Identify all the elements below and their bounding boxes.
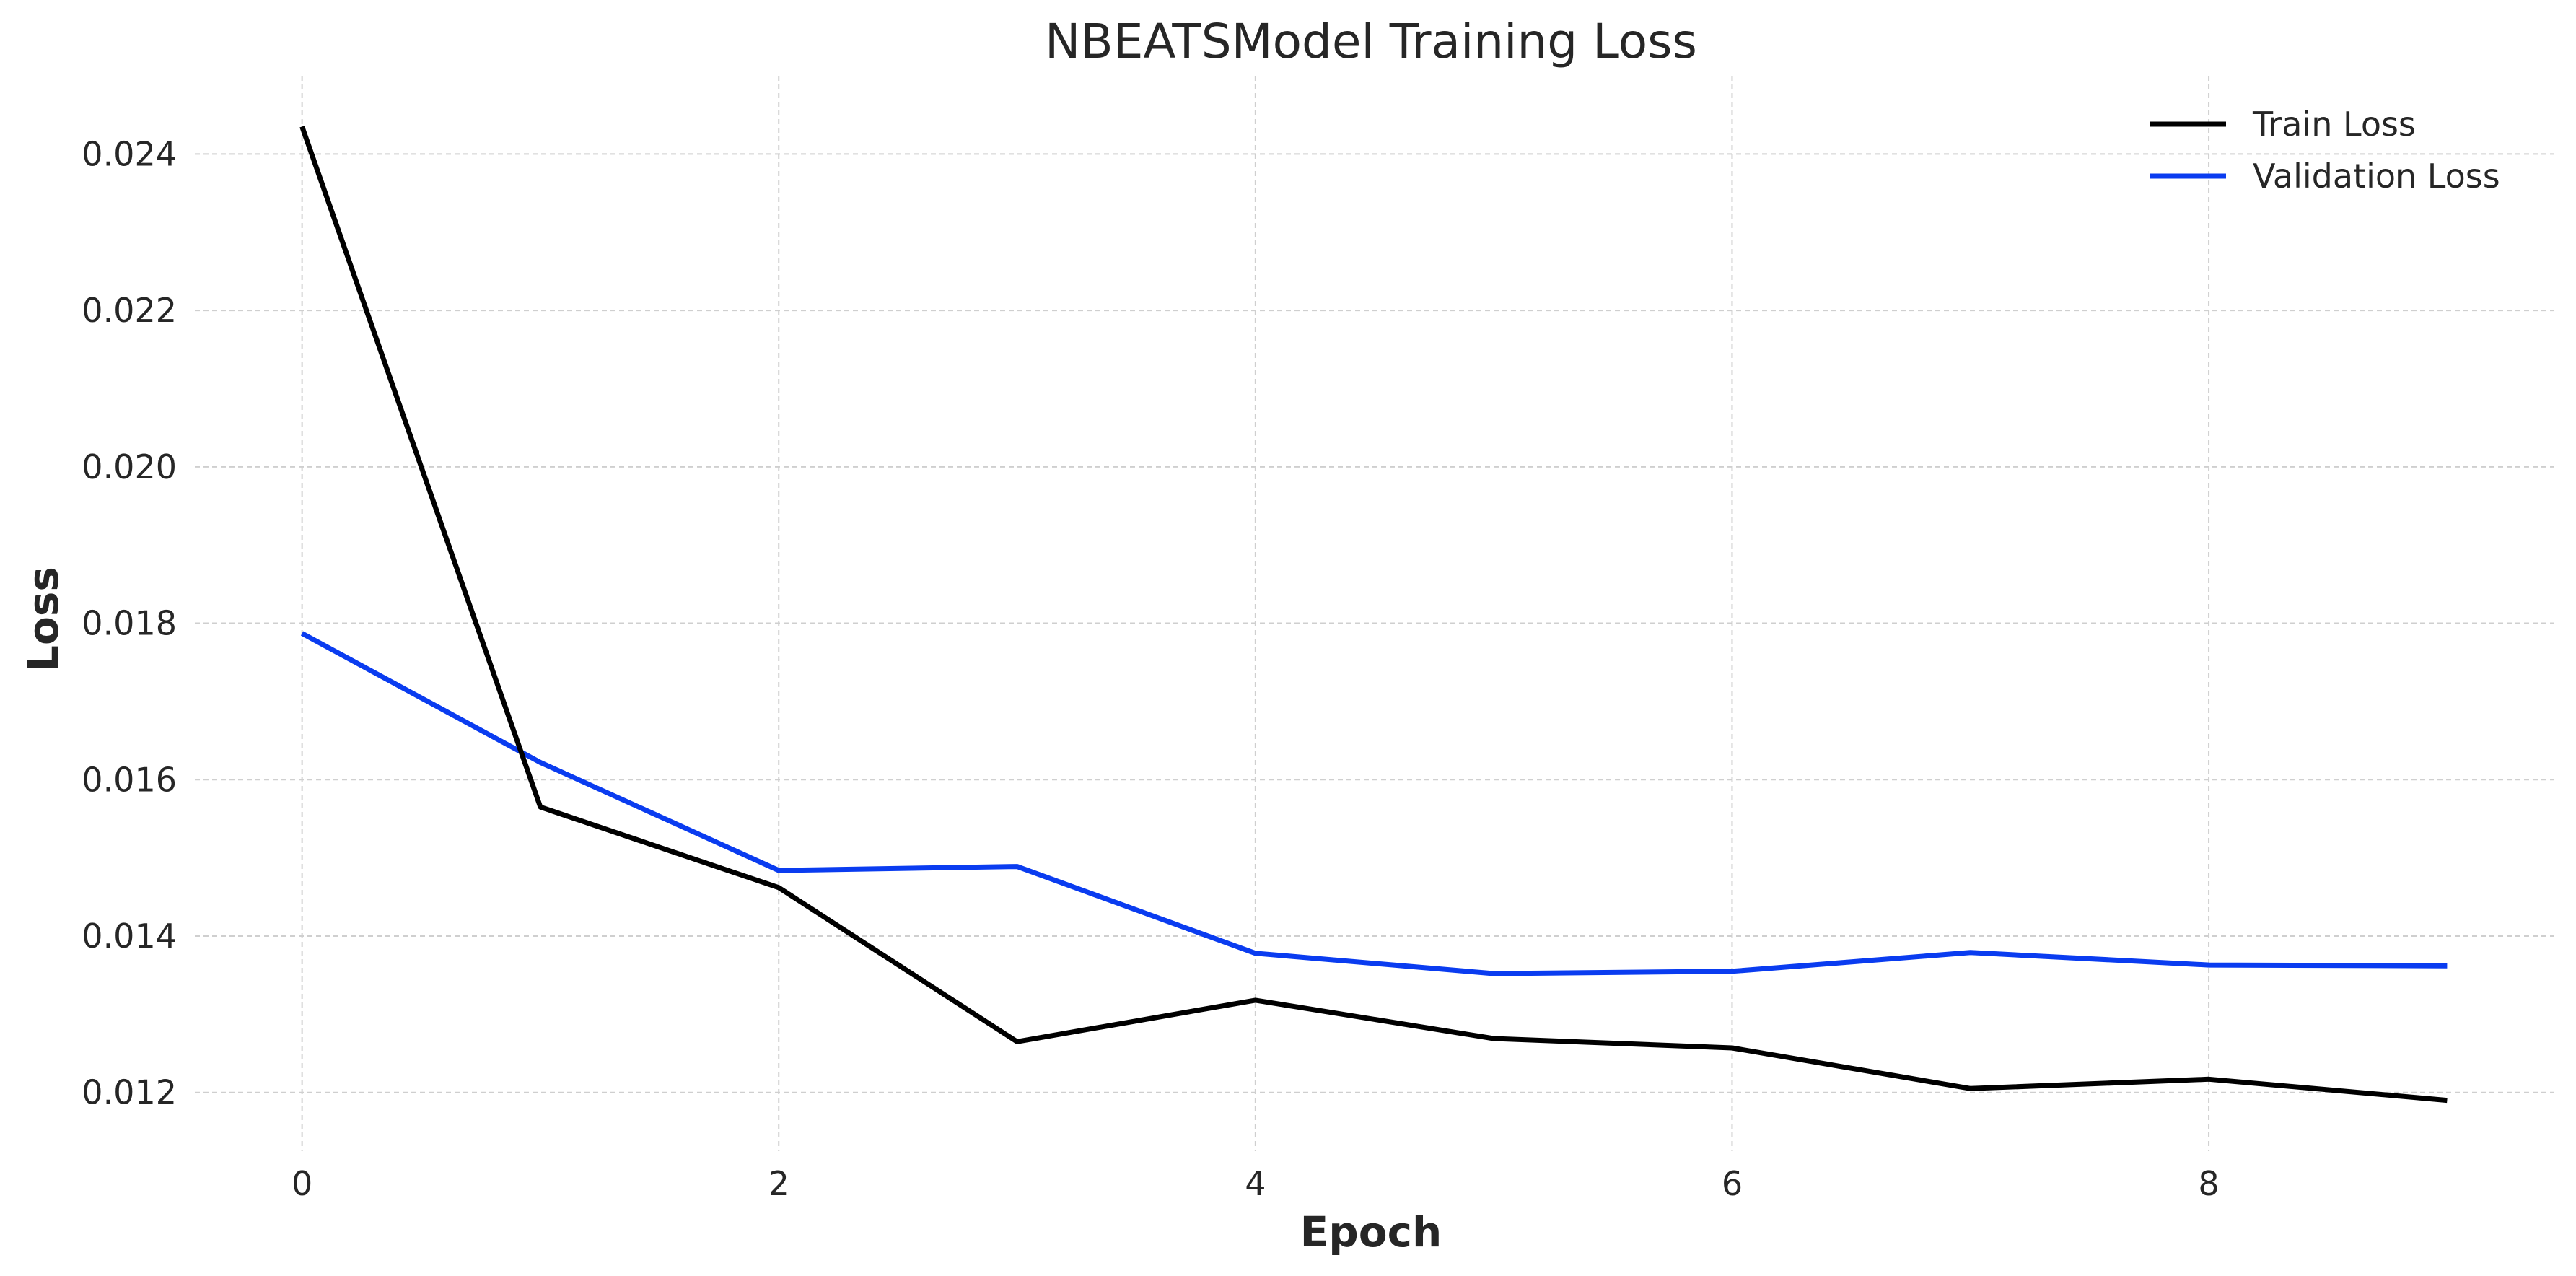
x-axis-label: Epoch	[1300, 1207, 1442, 1257]
y-tick-label: 0.022	[82, 291, 177, 330]
x-tick-label: 8	[2198, 1164, 2219, 1203]
y-tick-label: 0.012	[82, 1073, 177, 1112]
legend-label-train-loss: Train Loss	[2252, 105, 2416, 144]
x-tick-label: 6	[1722, 1164, 1743, 1203]
y-tick-label: 0.016	[82, 760, 177, 799]
grid-layer	[195, 76, 2554, 1151]
y-tick-label: 0.024	[82, 134, 177, 173]
series-layer	[299, 126, 2448, 1104]
legend: Train Loss Validation Loss	[2150, 105, 2500, 196]
y-tick-label: 0.020	[82, 447, 177, 486]
y-tick-label: 0.018	[82, 604, 177, 643]
chart-title: NBEATSModel Training Loss	[1045, 14, 1697, 69]
y-tick-label: 0.014	[82, 917, 177, 956]
series-line-validation-loss	[300, 631, 2448, 976]
x-tick-label: 0	[292, 1164, 312, 1203]
tick-layer: 0 2 4 6 8 0.012 0.014 0.016 0.018 0.020 0.022 0.024	[82, 134, 2219, 1203]
y-axis-label: Loss	[19, 567, 68, 672]
legend-label-validation-loss: Validation Loss	[2253, 157, 2500, 196]
x-tick-label: 4	[1245, 1164, 1266, 1203]
x-tick-label: 2	[768, 1164, 789, 1203]
series-line-train-loss	[299, 126, 2448, 1104]
